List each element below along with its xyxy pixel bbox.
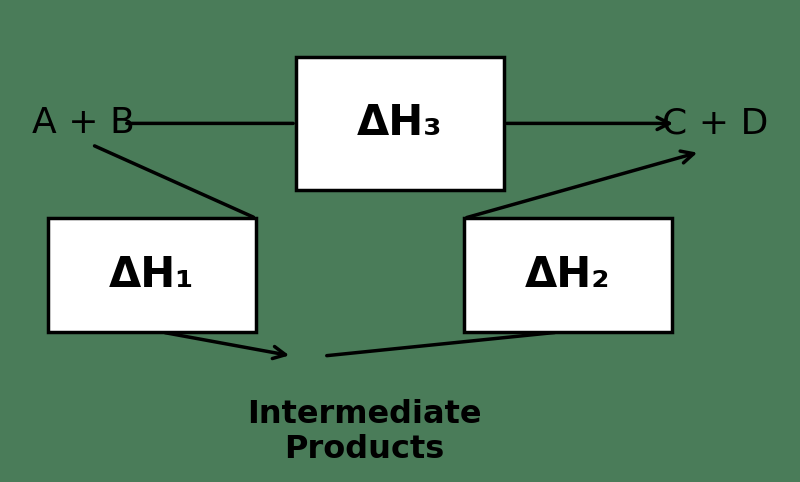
FancyBboxPatch shape [296,57,504,190]
Text: ΔH₂: ΔH₂ [526,254,610,296]
FancyBboxPatch shape [48,218,256,332]
FancyBboxPatch shape [464,218,672,332]
Text: ΔH₁: ΔH₁ [110,254,194,296]
Text: ΔH₃: ΔH₃ [358,102,442,145]
Text: C + D: C + D [662,107,768,140]
Text: A + B: A + B [32,107,134,140]
Text: Intermediate
Products: Intermediate Products [246,399,482,466]
